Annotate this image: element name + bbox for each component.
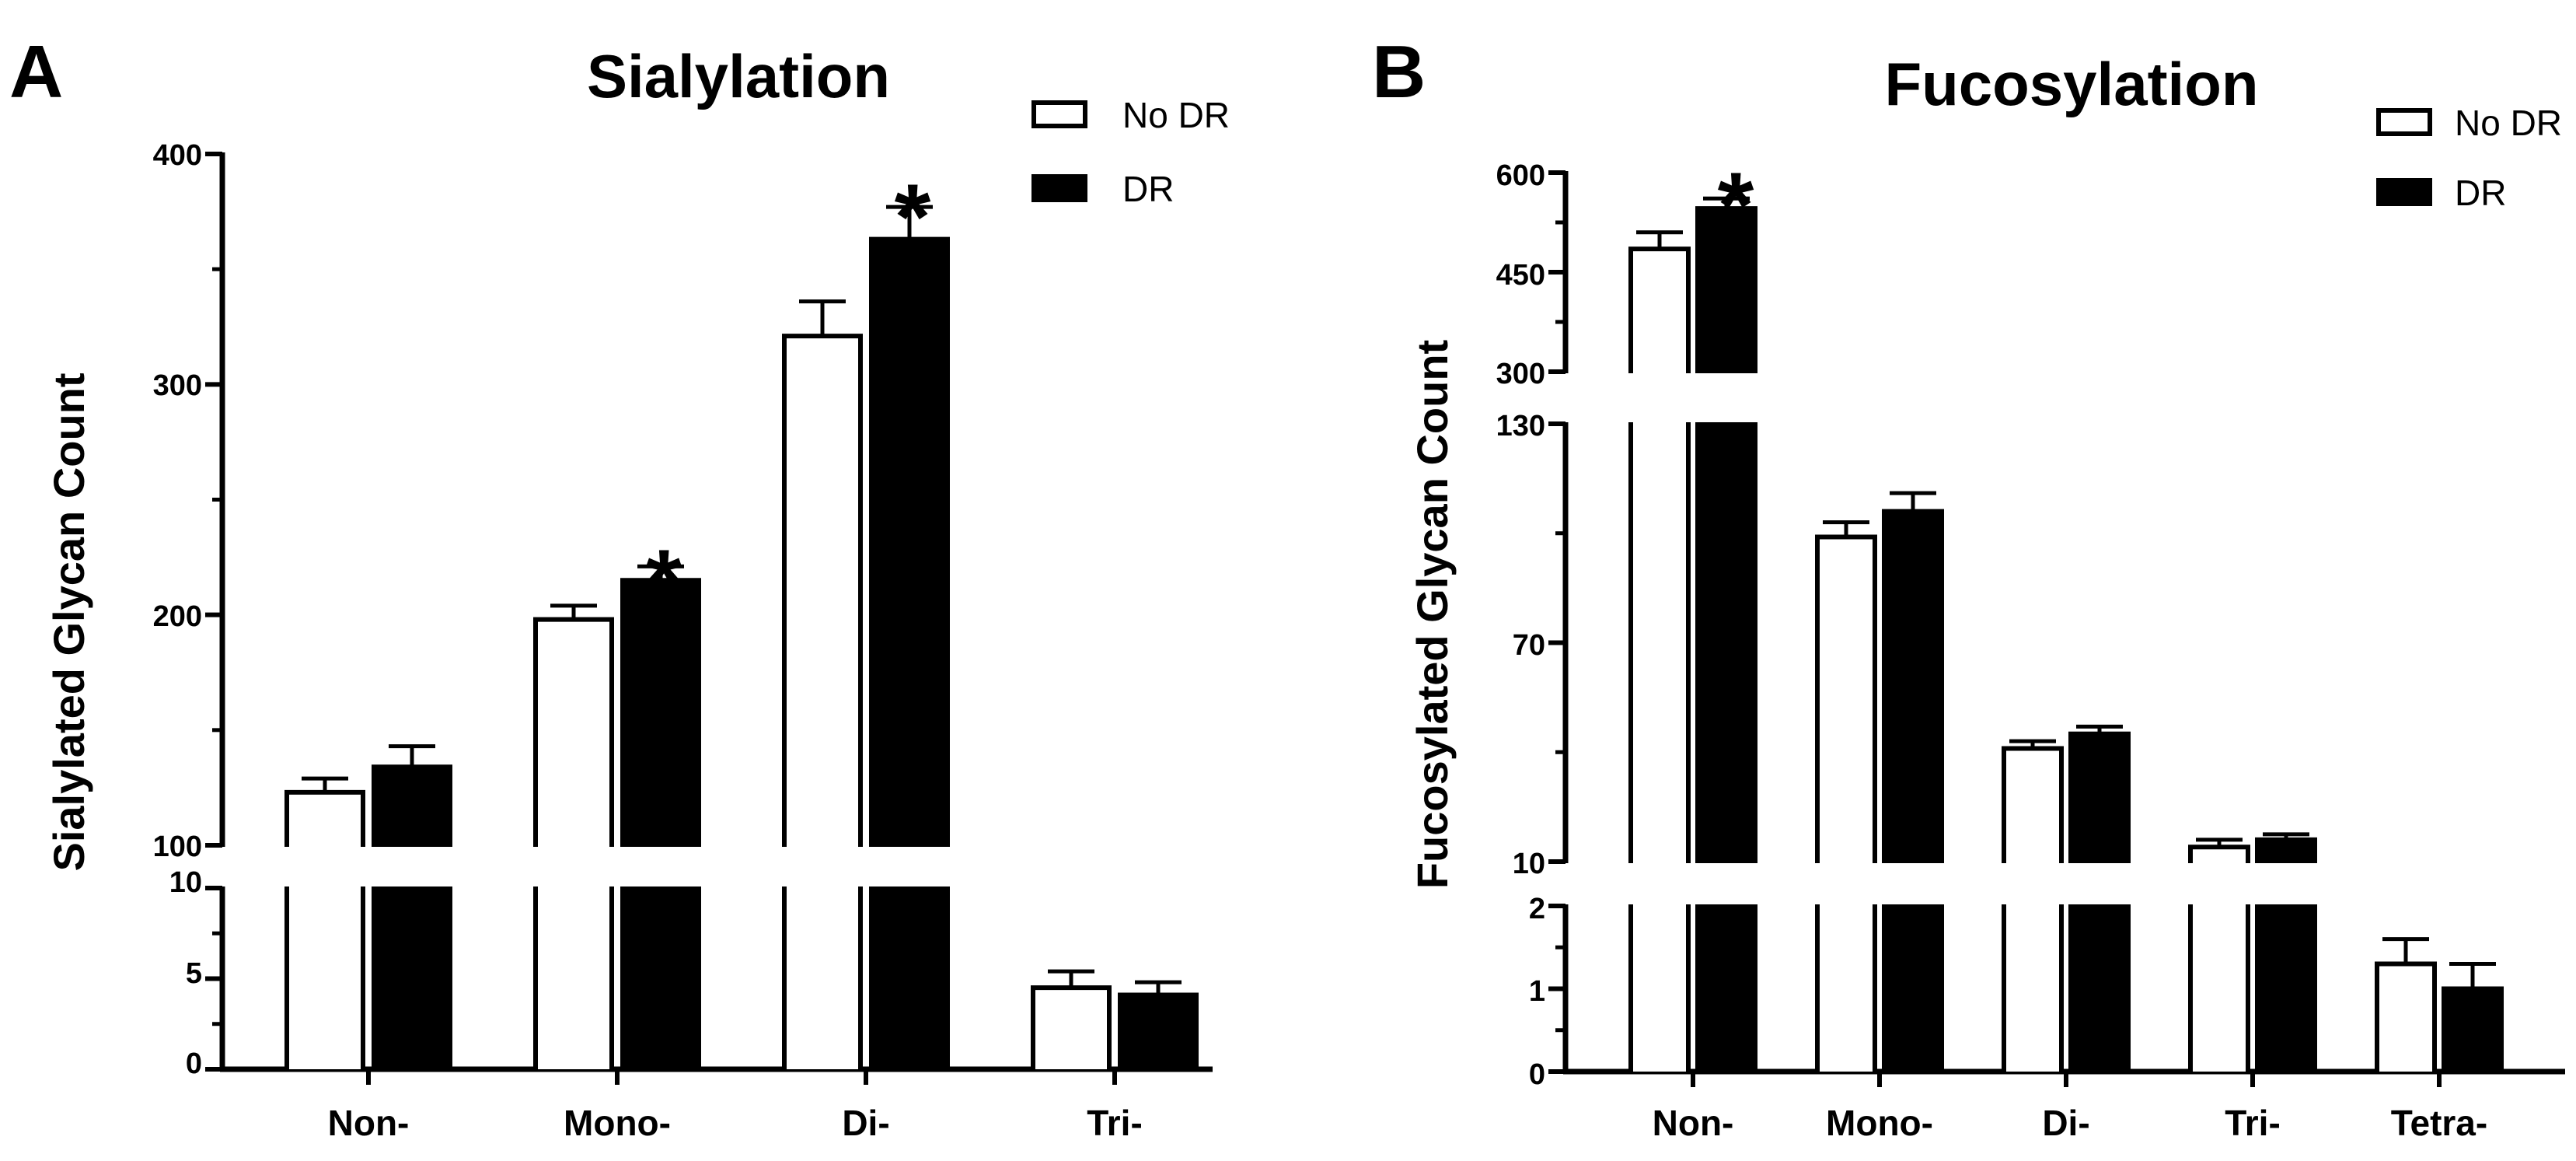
bar-dr: [1884, 904, 1942, 1072]
x-category-label: Tetra-: [2391, 1103, 2487, 1143]
panel-letter: B: [1372, 30, 1426, 114]
bar-no-dr: [536, 886, 612, 1069]
bar-no-dr: [2190, 847, 2248, 863]
y-tick-label: 300: [153, 369, 202, 402]
panel-letter: A: [9, 30, 63, 114]
y-tick-label: 10: [1513, 848, 1545, 880]
chart-title: Sialylation: [587, 42, 890, 110]
legend: No DR DR: [1031, 95, 1230, 209]
bar-no-dr: [536, 619, 612, 847]
legend-swatch-dr: [2376, 178, 2432, 206]
y-tick-label: 0: [186, 1047, 202, 1080]
y-axis-title: Fucosylated Glycan Count: [1408, 340, 1457, 889]
bar-dr: [1120, 995, 1196, 1069]
y-tick-label: 5: [186, 957, 202, 990]
bar-dr: [2257, 904, 2315, 1072]
bar-no-dr: [784, 886, 860, 1069]
x-category-label: Di-: [842, 1103, 889, 1143]
y-tick-label: 300: [1496, 358, 1545, 390]
y-tick-label: 400: [153, 139, 202, 172]
bar-dr: [2444, 988, 2501, 1072]
bar-no-dr: [1817, 537, 1875, 863]
y-tick-label: 450: [1496, 259, 1545, 292]
legend-label-dr: DR: [1122, 169, 1174, 209]
x-category-label: Non-: [328, 1103, 410, 1143]
y-tick-label: 600: [1496, 159, 1545, 192]
bar-dr: [623, 886, 699, 1069]
bar-dr: [1884, 511, 1942, 863]
legend-swatch-no-dr: [2376, 108, 2432, 136]
x-category-label: Di-: [2042, 1103, 2089, 1143]
legend-label-no-dr: No DR: [1122, 95, 1230, 135]
y-tick-label: 130: [1496, 410, 1545, 442]
bar-no-dr: [1817, 904, 1875, 1072]
bar-no-dr: [1631, 422, 1688, 863]
y-tick-label: 2: [1529, 893, 1545, 925]
bar-dr: [1698, 422, 1755, 863]
bar-no-dr: [1033, 988, 1109, 1069]
bar-no-dr: [287, 792, 363, 847]
bar-no-dr: [1631, 904, 1688, 1072]
bar-no-dr: [287, 886, 363, 1069]
y-tick-label: 70: [1513, 629, 1545, 662]
panel-b: B Fucosylation Fucosylated Glycan Count …: [1372, 30, 2565, 1143]
bar-dr: [2071, 733, 2128, 863]
bar-no-dr: [784, 336, 860, 847]
bar-no-dr: [2004, 904, 2061, 1072]
bar-no-dr: [2004, 748, 2061, 863]
y-tick-label: 200: [153, 600, 202, 633]
y-tick-label: 0: [1529, 1058, 1545, 1091]
chart-title: Fucosylation: [1884, 50, 2258, 118]
bar-no-dr: [1631, 249, 1688, 373]
legend-swatch-no-dr: [1031, 100, 1087, 128]
legend-label-no-dr: No DR: [2455, 103, 2562, 143]
y-tick-label: 100: [153, 831, 202, 863]
bar-dr: [2257, 839, 2315, 863]
legend: No DR DR: [2376, 103, 2562, 213]
y-tick-label: 10: [169, 866, 202, 899]
bar-dr: [871, 886, 948, 1069]
x-category-label: Non-: [1653, 1103, 1734, 1143]
x-category-label: Mono-: [1826, 1103, 1933, 1143]
y-axis-title: Sialylated Glycan Count: [44, 372, 93, 871]
bar-no-dr: [2377, 963, 2435, 1072]
panel-a: A Sialylation Sialylated Glycan Count No…: [9, 30, 1230, 1143]
bar-no-dr: [2190, 904, 2248, 1072]
legend-label-dr: DR: [2455, 173, 2506, 213]
bar-dr: [374, 767, 450, 847]
bar-dr: [623, 580, 699, 847]
bar-dr: [871, 239, 948, 848]
bar-dr: [2071, 904, 2128, 1072]
x-category-label: Tri-: [1087, 1103, 1143, 1143]
x-category-label: Tri-: [2225, 1103, 2281, 1143]
bar-dr: [1698, 904, 1755, 1072]
y-tick-label: 1: [1529, 975, 1545, 1008]
x-category-label: Mono-: [564, 1103, 671, 1143]
bar-dr: [1698, 208, 1755, 373]
bar-dr: [374, 886, 450, 1069]
legend-swatch-dr: [1031, 174, 1087, 202]
